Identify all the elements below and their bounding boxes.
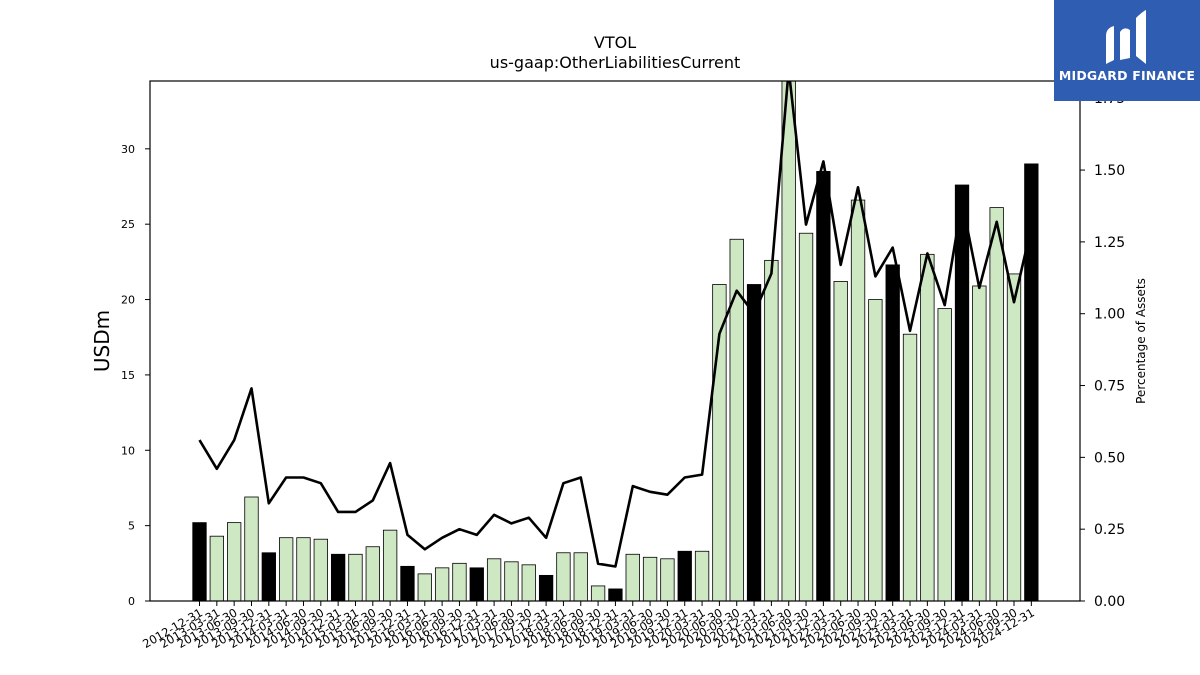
percentage-line-series xyxy=(198,81,1033,568)
bar xyxy=(902,333,918,601)
bar xyxy=(192,522,207,601)
bar xyxy=(486,558,502,601)
bar xyxy=(694,550,710,601)
chart-subtitle: us-gaap:OtherLiabilitiesCurrent xyxy=(490,53,741,72)
y-tick-label: 15 xyxy=(121,369,135,382)
bar xyxy=(954,184,970,601)
y2-axis-label: Percentage of Assets xyxy=(1134,278,1148,404)
bar xyxy=(798,232,814,601)
y-tick-label: 5 xyxy=(128,520,135,533)
y2-tick-label: 0.25 xyxy=(1094,522,1125,538)
bar xyxy=(278,537,294,601)
bar xyxy=(452,562,467,601)
bar xyxy=(920,253,935,601)
bar xyxy=(833,281,848,601)
right-y-axis: 0.000.250.500.751.001.251.501.75 xyxy=(1080,91,1125,610)
bar xyxy=(1006,273,1022,601)
bar xyxy=(434,567,450,601)
chart-title: VTOL xyxy=(594,33,636,52)
bar xyxy=(261,552,276,601)
bar-series xyxy=(192,81,1039,601)
percentage-line xyxy=(198,81,1033,568)
bar xyxy=(989,207,1004,601)
bar xyxy=(850,199,866,601)
bar xyxy=(642,556,658,601)
bar xyxy=(660,558,675,601)
y2-tick-label: 0.50 xyxy=(1094,450,1125,466)
bar xyxy=(868,299,883,601)
bar xyxy=(972,285,987,601)
bar xyxy=(296,537,311,601)
y-tick-label: 20 xyxy=(121,294,135,307)
bar xyxy=(209,535,224,601)
logo-text: MIDGARD FINANCE xyxy=(1058,68,1196,83)
bar xyxy=(729,238,744,601)
y2-tick-label: 0.00 xyxy=(1094,594,1125,610)
bar xyxy=(365,546,380,601)
y2-tick-label: 1.25 xyxy=(1094,235,1125,251)
y2-tick-label: 0.75 xyxy=(1094,379,1125,395)
bar xyxy=(625,553,640,601)
x-axis: 2012-12-312013-03-312013-06-302013-09-30… xyxy=(140,601,1037,651)
bar xyxy=(227,522,242,601)
bar xyxy=(521,564,536,601)
y-tick-label: 10 xyxy=(121,444,135,457)
bar xyxy=(746,284,762,601)
bar xyxy=(885,264,900,601)
midgard-finance-logo: MIDGARD FINANCE xyxy=(1054,0,1200,101)
y2-tick-label: 1.50 xyxy=(1094,163,1125,179)
bar xyxy=(937,308,952,601)
y2-tick-label: 1.00 xyxy=(1094,307,1125,323)
bar xyxy=(382,529,398,601)
y-axis-label: USDm xyxy=(90,310,114,372)
left-y-axis: 0 5 10 15 20 25 30 xyxy=(121,143,150,608)
y-tick-label: 30 xyxy=(121,143,135,156)
bar xyxy=(764,259,779,601)
bar xyxy=(781,81,796,601)
y-tick-label: 0 xyxy=(128,595,135,608)
bar xyxy=(608,588,623,601)
bar xyxy=(590,585,606,601)
bar xyxy=(330,553,346,601)
bar xyxy=(244,496,259,601)
bar xyxy=(556,552,571,601)
bar xyxy=(538,574,554,601)
bar xyxy=(677,550,692,601)
bar xyxy=(348,553,363,601)
bar xyxy=(400,565,415,601)
bar xyxy=(469,567,484,601)
bar xyxy=(816,171,831,601)
bar xyxy=(504,561,519,601)
bar xyxy=(417,573,432,601)
y-tick-label: 25 xyxy=(121,218,135,231)
midgard-logo-icon xyxy=(1106,10,1146,64)
bar xyxy=(313,538,328,601)
bar xyxy=(573,552,588,601)
